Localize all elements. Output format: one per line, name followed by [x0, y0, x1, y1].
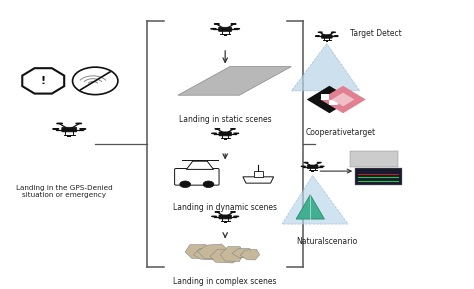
Circle shape: [180, 181, 191, 188]
Circle shape: [73, 67, 118, 95]
Ellipse shape: [331, 32, 336, 33]
Bar: [355, 168, 402, 186]
Ellipse shape: [304, 162, 308, 163]
Bar: [67, 135, 71, 137]
Ellipse shape: [234, 28, 240, 29]
Ellipse shape: [234, 216, 239, 217]
Bar: [224, 221, 227, 223]
FancyBboxPatch shape: [321, 35, 332, 38]
Polygon shape: [22, 68, 64, 94]
Text: !: !: [41, 76, 46, 86]
FancyBboxPatch shape: [174, 168, 219, 185]
Polygon shape: [220, 247, 242, 262]
Ellipse shape: [320, 166, 324, 167]
Polygon shape: [296, 195, 324, 219]
Polygon shape: [282, 175, 348, 224]
Bar: [254, 171, 263, 177]
Ellipse shape: [318, 32, 322, 33]
Text: Naturalscenario: Naturalscenario: [296, 237, 357, 246]
Text: Landing in static scenes: Landing in static scenes: [179, 115, 272, 124]
Polygon shape: [198, 244, 231, 259]
Text: Landing in complex scenes: Landing in complex scenes: [173, 277, 277, 286]
Ellipse shape: [234, 133, 239, 134]
Ellipse shape: [57, 123, 63, 124]
Polygon shape: [186, 161, 213, 169]
FancyBboxPatch shape: [62, 127, 77, 132]
Bar: [321, 94, 329, 99]
Ellipse shape: [211, 133, 217, 134]
Polygon shape: [210, 249, 244, 263]
Bar: [224, 34, 227, 36]
FancyBboxPatch shape: [219, 215, 231, 219]
Bar: [224, 138, 227, 140]
Bar: [326, 40, 328, 42]
Ellipse shape: [210, 28, 216, 29]
Polygon shape: [240, 249, 260, 260]
Circle shape: [203, 181, 214, 188]
Ellipse shape: [317, 162, 321, 163]
FancyBboxPatch shape: [219, 132, 231, 136]
FancyBboxPatch shape: [219, 27, 232, 32]
Bar: [329, 99, 338, 105]
Polygon shape: [320, 86, 366, 113]
Text: Landing in the GPS-Denied
situation or emergency: Landing in the GPS-Denied situation or e…: [16, 186, 113, 199]
Polygon shape: [332, 93, 355, 106]
Polygon shape: [178, 66, 292, 95]
Ellipse shape: [76, 123, 82, 124]
Text: Cooperativetarget: Cooperativetarget: [306, 128, 376, 137]
Polygon shape: [307, 86, 352, 113]
Bar: [350, 151, 398, 167]
Text: Landing in dynamic scenes: Landing in dynamic scenes: [173, 203, 277, 212]
Polygon shape: [243, 177, 273, 183]
Polygon shape: [232, 248, 256, 258]
Text: Target Detect: Target Detect: [350, 29, 402, 38]
Bar: [311, 171, 314, 172]
FancyBboxPatch shape: [307, 165, 318, 168]
Ellipse shape: [211, 216, 217, 217]
Polygon shape: [193, 249, 221, 260]
Ellipse shape: [301, 166, 305, 167]
Polygon shape: [292, 44, 360, 91]
Polygon shape: [185, 244, 213, 258]
